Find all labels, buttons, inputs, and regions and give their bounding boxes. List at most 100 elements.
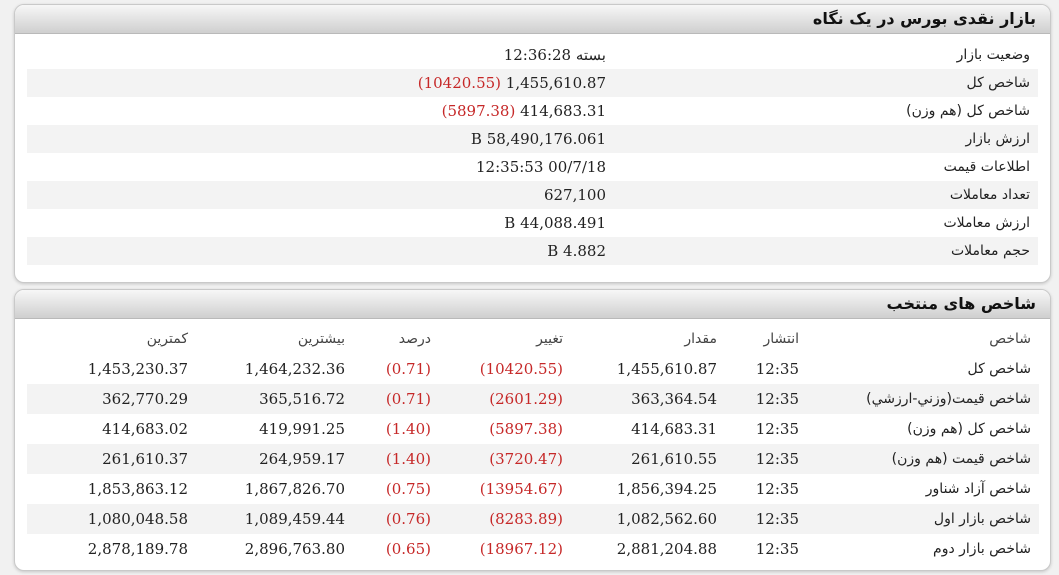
cell-min: 362,770.29 — [27, 384, 192, 414]
summary-value: 627,100 — [544, 181, 606, 209]
cell-change: (10420.55) — [479, 360, 563, 378]
cell-value: 2,881,204.88 — [616, 540, 717, 558]
cell-index-name[interactable]: شاخص کل (هم وزن) — [907, 421, 1031, 437]
header-time[interactable]: انتشار — [763, 331, 799, 347]
summary-value: 4.882 B — [547, 237, 606, 265]
cell-value: 363,364.54 — [564, 384, 718, 414]
summary-value-text: 00/7/18 12:35:53 — [476, 158, 606, 176]
cell-change: (2601.29) — [432, 384, 564, 414]
cell-value: 1,856,394.25 — [616, 480, 717, 498]
cell-max: 365,516.72 — [192, 384, 346, 414]
summary-value: 1,455,610.87 (10420.55) — [418, 69, 606, 97]
market-overview-panel: بازار نقدی بورس در یک نگاه وضعیت بازار بس… — [14, 4, 1051, 283]
summary-change: (5897.38) — [441, 102, 516, 120]
header-percent[interactable]: درصد — [398, 331, 431, 347]
header-name[interactable]: شاخص — [989, 331, 1031, 347]
table-row[interactable]: 362,770.29 365,516.72 (0.71) (2601.29) 363,3… — [27, 384, 1039, 414]
table-row[interactable]: 261,610.37 264,959.17 (1.40) (3720.47) 261,6… — [27, 444, 1039, 474]
cell-time: 12:35 — [718, 384, 800, 414]
summary-label: تعداد معاملات — [949, 187, 1030, 203]
cell-value: 1,455,610.87 — [616, 360, 717, 378]
summary-value-text: 44,088.491 B — [504, 214, 606, 232]
cell-percent: (1.40) — [346, 444, 432, 474]
cell-percent: (1.40) — [385, 420, 431, 438]
cell-index-name[interactable]: شاخص بازار دوم — [933, 541, 1031, 557]
cell-index-name[interactable]: شاخص كل — [967, 361, 1031, 377]
cell-change: (5897.38) — [489, 420, 563, 438]
summary-label: وضعیت بازار — [956, 47, 1030, 63]
cell-max: 264,959.17 — [192, 444, 346, 474]
cell-time: 12:35 — [755, 540, 799, 558]
cell-percent: (0.75) — [385, 480, 431, 498]
header-max[interactable]: بیشترین — [297, 331, 345, 347]
summary-label: شاخص کل — [966, 75, 1030, 91]
summary-value-text: 4.882 B — [547, 242, 606, 260]
cell-max: 1,867,826.70 — [244, 480, 345, 498]
cell-index-name[interactable]: شاخص قيمت(وزني-ارزشي) — [800, 384, 1039, 414]
cell-time: 12:35 — [755, 480, 799, 498]
cell-min: 1,853,863.12 — [87, 480, 188, 498]
summary-label: اطلاعات قیمت — [943, 159, 1030, 175]
summary-value-text: بسته 12:36:28 — [503, 46, 606, 64]
cell-percent: (0.76) — [346, 504, 432, 534]
cell-change: (18967.12) — [479, 540, 563, 558]
cell-change: (3720.47) — [432, 444, 564, 474]
table-row[interactable]: 1,453,230.37 1,464,232.36 (0.71) (10420.55)… — [27, 354, 1039, 384]
table-row[interactable]: 1,080,048.58 1,089,459.44 (0.76) (8283.89) 1… — [27, 504, 1039, 534]
cell-index-name[interactable]: شاخص بازار اول — [800, 504, 1039, 534]
cell-time: 12:35 — [755, 420, 799, 438]
cell-percent: (0.65) — [385, 540, 431, 558]
cell-change: (8283.89) — [432, 504, 564, 534]
summary-row: تعداد معاملات 627,100 — [27, 181, 1038, 209]
table-row[interactable]: 1,853,863.12 1,867,826.70 (0.75) (13954.67)… — [27, 474, 1039, 504]
table-header-row: کمترین بیشترین درصد تغییر مقدار انتشار ش… — [27, 324, 1039, 354]
summary-value-text: 627,100 — [543, 186, 606, 204]
summary-change: (10420.55) — [417, 74, 502, 92]
cell-max: 1,089,459.44 — [192, 504, 346, 534]
cell-min: 414,683.02 — [102, 420, 188, 438]
cell-max: 419,991.25 — [259, 420, 345, 438]
cell-time: 12:35 — [718, 504, 800, 534]
summary-row: ارزش معاملات 44,088.491 B — [27, 209, 1038, 237]
summary-value-text: 58,490,176.061 B — [470, 130, 606, 148]
cell-max: 2,896,763.80 — [244, 540, 345, 558]
table-row[interactable]: 414,683.02 419,991.25 (1.40) (5897.38) 414,6… — [27, 414, 1039, 444]
table-row[interactable]: 2,878,189.78 2,896,763.80 (0.65) (18967.12)… — [27, 534, 1039, 564]
cell-percent: (0.71) — [346, 384, 432, 414]
header-value[interactable]: مقدار — [684, 331, 717, 347]
selected-indices-table: کمترین بیشترین درصد تغییر مقدار انتشار ش… — [27, 324, 1039, 564]
cell-min: 261,610.37 — [27, 444, 192, 474]
market-overview-list: وضعیت بازار بسته 12:36:28 شاخص کل 1,455,610… — [27, 41, 1038, 265]
summary-label: شاخص کل (هم وزن) — [906, 103, 1030, 119]
cell-time: 12:35 — [718, 444, 800, 474]
header-min[interactable]: کمترین — [146, 331, 188, 347]
summary-value: 414,683.31 (5897.38) — [442, 97, 606, 125]
summary-row: اطلاعات قیمت 00/7/18 12:35:53 — [27, 153, 1038, 181]
cell-index-name[interactable]: شاخص قیمت (هم وزن) — [800, 444, 1039, 474]
cell-percent: (0.71) — [385, 360, 431, 378]
cell-value: 1,082,562.60 — [564, 504, 718, 534]
selected-indices-title: شاخص های منتخب — [15, 290, 1050, 319]
cell-index-name[interactable]: شاخص آزاد شناور — [925, 481, 1031, 497]
cell-min: 1,453,230.37 — [87, 360, 188, 378]
cell-value: 414,683.31 — [631, 420, 717, 438]
cell-min: 1,080,048.58 — [27, 504, 192, 534]
summary-row: شاخص کل (هم وزن) 414,683.31 (5897.38) — [27, 97, 1038, 125]
summary-value-text: 414,683.31 — [520, 102, 606, 120]
summary-row: شاخص کل 1,455,610.87 (10420.55) — [27, 69, 1038, 97]
cell-min: 2,878,189.78 — [87, 540, 188, 558]
summary-row: حجم معاملات 4.882 B — [27, 237, 1038, 265]
cell-max: 1,464,232.36 — [244, 360, 345, 378]
summary-value: 00/7/18 12:35:53 — [476, 153, 606, 181]
summary-value: 58,490,176.061 B — [471, 125, 606, 153]
header-change[interactable]: تغییر — [536, 331, 563, 347]
selected-indices-panel: شاخص های منتخب کمترین بیشترین درصد تغییر… — [14, 289, 1051, 571]
summary-value: 44,088.491 B — [504, 209, 606, 237]
summary-row: وضعیت بازار بسته 12:36:28 — [27, 41, 1038, 69]
summary-label: ارزش معاملات — [943, 215, 1030, 231]
cell-time: 12:35 — [755, 360, 799, 378]
cell-change: (13954.67) — [479, 480, 563, 498]
summary-value-text: 1,455,610.87 — [505, 74, 606, 92]
summary-label: ارزش بازار — [965, 131, 1030, 147]
summary-value: بسته 12:36:28 — [504, 41, 606, 69]
